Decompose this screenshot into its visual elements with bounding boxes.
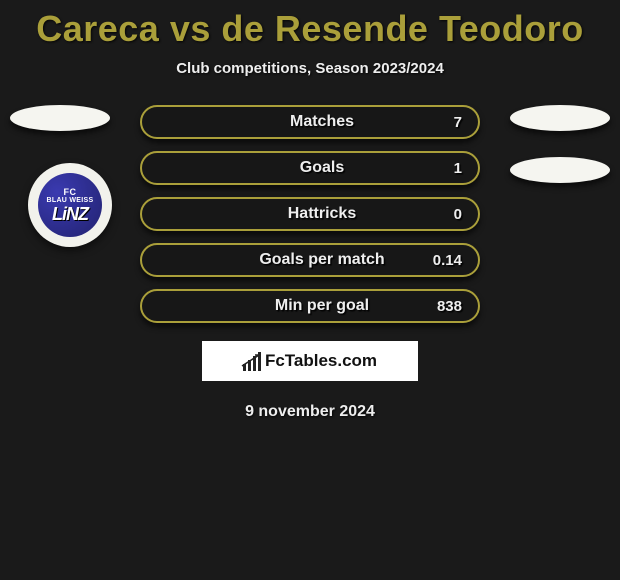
stat-label: Hattricks	[158, 205, 426, 223]
decoration-ellipse-right-1	[510, 105, 610, 131]
stat-value: 838	[426, 298, 462, 315]
stat-label: Min per goal	[158, 297, 426, 315]
stat-label: Matches	[158, 113, 426, 131]
brand-text: FcTables.com	[265, 351, 377, 371]
brand-logo[interactable]: FcTables.com	[202, 341, 418, 381]
club-badge-inner: FC BLAU WEISS LiNZ	[38, 173, 102, 237]
decoration-ellipse-left	[10, 105, 110, 131]
stats-list: Matches 7 Goals 1 Hattricks 0 Goals per …	[140, 105, 480, 323]
stat-label: Goals per match	[158, 251, 426, 269]
stat-value: 1	[426, 160, 462, 177]
stat-row-hattricks: Hattricks 0	[140, 197, 480, 231]
stat-label: Goals	[158, 159, 426, 177]
badge-line-1: FC	[64, 188, 77, 197]
stat-row-min-per-goal: Min per goal 838	[140, 289, 480, 323]
subtitle: Club competitions, Season 2023/2024	[0, 60, 620, 77]
date-text: 9 november 2024	[0, 403, 620, 421]
content-area: FC BLAU WEISS LiNZ Matches 7 Goals 1 Hat…	[0, 105, 620, 421]
stat-value: 7	[426, 114, 462, 131]
club-badge: FC BLAU WEISS LiNZ	[28, 163, 112, 247]
badge-line-2: BLAU WEISS	[47, 197, 94, 204]
stat-value: 0.14	[426, 252, 462, 269]
stat-value: 0	[426, 206, 462, 223]
badge-line-3: LiNZ	[52, 205, 88, 223]
decoration-ellipse-right-2	[510, 157, 610, 183]
stat-row-goals: Goals 1	[140, 151, 480, 185]
stat-row-goals-per-match: Goals per match 0.14	[140, 243, 480, 277]
page-title: Careca vs de Resende Teodoro	[0, 0, 620, 50]
stat-row-matches: Matches 7	[140, 105, 480, 139]
chart-icon	[243, 351, 261, 371]
